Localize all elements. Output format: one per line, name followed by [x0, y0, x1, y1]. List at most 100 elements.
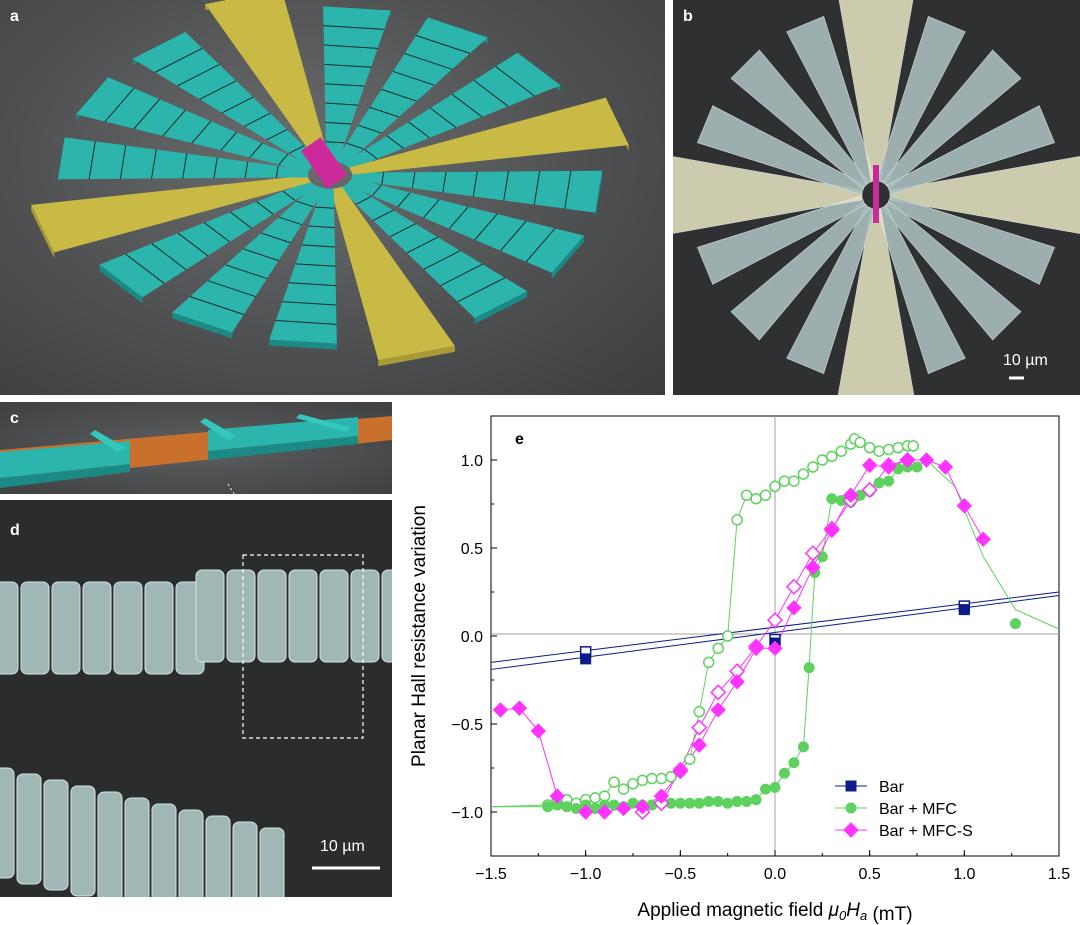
- arm-14-gap-7: [495, 66, 535, 97]
- series-1-open-point-26: [788, 475, 800, 487]
- arm-5-gap-4: [243, 248, 279, 262]
- scalebar-d-text: 10 µm: [320, 838, 365, 855]
- arm-5-gap-6: [207, 280, 256, 298]
- arm-14-gap-5: [451, 93, 483, 118]
- series-1-open-point-21: [740, 489, 753, 501]
- arm-2-gap-4: [406, 236, 439, 254]
- fin-2: [200, 418, 236, 440]
- series-2-filled-point-18: [843, 487, 859, 503]
- panel-b-sem: b 10 µm: [673, 0, 1080, 395]
- arm-9-gap-1: [278, 153, 289, 165]
- arm-5-gap-3: [260, 232, 291, 244]
- series-2-open-point-7: [766, 612, 784, 629]
- series-2-filled-point-14: [767, 640, 783, 657]
- arm-1-gap-7: [525, 228, 556, 263]
- arm-13-gap-3: [369, 106, 400, 118]
- series-1-filled-point-14: [674, 797, 686, 809]
- sem-arms: [673, 0, 1080, 395]
- arm-1-gap-6: [500, 220, 527, 252]
- sem-arm-11: [786, 16, 876, 185]
- series-1-open-point-37: [882, 443, 895, 456]
- panel-d-label: d: [10, 522, 20, 539]
- series-2-filled-point-10: [691, 737, 707, 753]
- teal-block-1-side: [0, 464, 130, 488]
- fin-1: [90, 430, 126, 452]
- panel-e-label: e: [515, 431, 524, 448]
- x-tick-label-4: 0.5: [859, 866, 881, 883]
- bottom-segment-6: [151, 803, 177, 897]
- zoom-box: [242, 554, 364, 739]
- arm-12-gap-1: [325, 141, 345, 144]
- arm-6-gap-4: [204, 222, 230, 243]
- sem-rosette: [673, 0, 1080, 395]
- series-1-filled-point-21: [741, 795, 753, 807]
- arm-6-gap-1: [282, 190, 296, 201]
- series-2-open-point-12: [861, 481, 878, 498]
- panel-b-label: b: [683, 8, 693, 25]
- sem-arm-2: [881, 200, 1022, 341]
- series-2-filled-point-5: [596, 804, 613, 820]
- arm-4-gap-5: [288, 282, 336, 287]
- series-1-open-point-15: [684, 753, 696, 765]
- series-2-filled-point-19: [861, 457, 878, 473]
- arm-4-gap-3: [302, 244, 335, 248]
- arm-9-gap-7: [104, 87, 135, 122]
- series-1-filled-point-22: [750, 794, 762, 806]
- arm-2-gap-3: [389, 223, 416, 238]
- series-2-filled-point-9: [672, 763, 689, 780]
- legend-label-1: Bar + MFC: [879, 801, 957, 818]
- arm-10-gap-7: [154, 47, 203, 73]
- arm-0-gap-5: [503, 171, 509, 201]
- arm-side-4: [269, 339, 337, 350]
- bottom-segment-7: [178, 809, 204, 897]
- sem-arm-14: [881, 49, 1022, 190]
- arm-6-gap-3: [230, 211, 252, 229]
- arm-4-gap-6: [282, 301, 337, 306]
- arm-4-gap-2: [308, 225, 335, 229]
- arm-1-gap-5: [474, 213, 498, 241]
- arm-14-gap-6: [473, 80, 509, 107]
- y-tick-label-2: 0.0: [461, 629, 483, 646]
- top-right-segment-3: [288, 569, 318, 663]
- arm-side-7: [31, 204, 55, 259]
- segment-row-bottom: [0, 767, 285, 897]
- series-0-filled-point-2: [958, 604, 970, 616]
- series-1-filled-point-36: [873, 477, 885, 489]
- series-1-filled-point-18: [712, 795, 724, 807]
- series-1-open-point-25: [778, 475, 791, 487]
- top-left-segment-1: [20, 581, 50, 675]
- series-2-filled-point-3: [549, 788, 565, 804]
- series-2-filled-point-13: [748, 640, 764, 657]
- arm-5: [172, 185, 325, 333]
- x-tick-label-0: −1.5: [475, 866, 507, 883]
- arm-1-gap-4: [448, 206, 469, 230]
- arm-8: [57, 137, 309, 180]
- series-2-filled-point-0: [492, 702, 509, 718]
- sem-arm-15: [886, 105, 1055, 195]
- top-left-segment-2: [51, 581, 81, 675]
- panel-a-label: a: [10, 8, 19, 25]
- segment-row-top: [0, 569, 392, 675]
- arm-12-gap-4: [324, 83, 365, 87]
- top-left-segment-5: [144, 581, 174, 675]
- series-2-filled-point-6: [615, 800, 632, 817]
- x-label-var: μ0Ha: [828, 900, 868, 923]
- top-right-segment-6: [381, 569, 392, 663]
- arm-8-gap-2: [244, 161, 249, 178]
- x-label-unit: (mT): [867, 904, 912, 925]
- series-1-open-point-40: [907, 440, 919, 452]
- arm-2: [339, 183, 528, 318]
- series-2-open-point-8: [785, 578, 802, 595]
- bottom-segment-0: [0, 767, 15, 879]
- sem-arm-9: [697, 105, 866, 195]
- top-right-segment-2: [257, 569, 287, 663]
- top-right-segment-0: [195, 569, 225, 663]
- arm-5-gap-1: [296, 200, 314, 208]
- series-1-open-point-18: [712, 642, 724, 655]
- series-1-filled-point-5: [589, 802, 601, 814]
- sem-arm-10: [730, 49, 871, 190]
- arm-12-gap-6: [323, 44, 378, 49]
- arm-6-gap-6: [151, 243, 187, 270]
- arm-5-gap-5: [225, 264, 268, 280]
- arm-9-gap-3: [220, 131, 237, 151]
